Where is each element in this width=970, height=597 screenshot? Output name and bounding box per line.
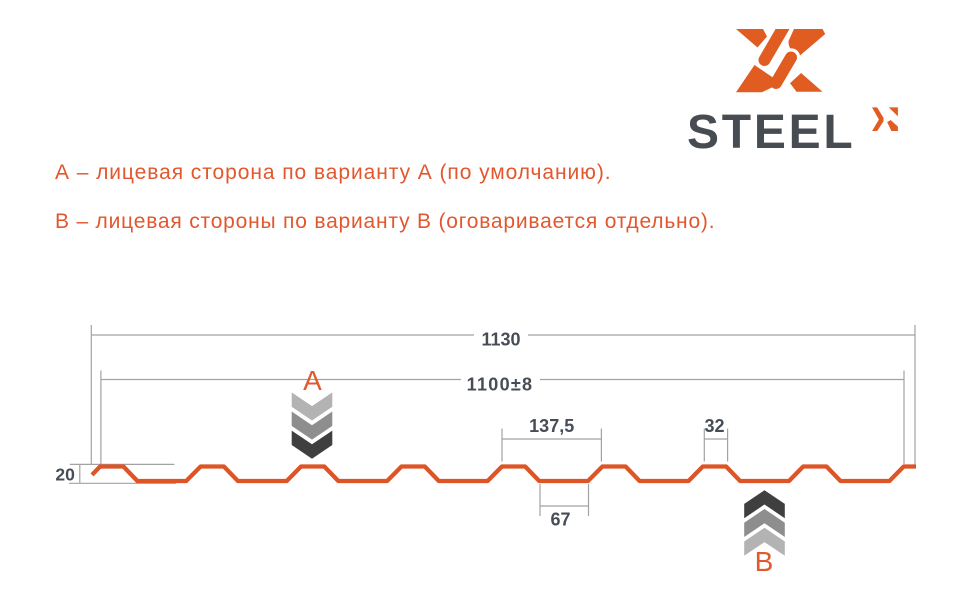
svg-text:1130: 1130 xyxy=(481,330,520,350)
svg-text:B: B xyxy=(755,546,774,577)
svg-text:32: 32 xyxy=(704,416,724,436)
svg-text:20: 20 xyxy=(55,465,75,485)
svg-text:1100±8: 1100±8 xyxy=(467,375,534,395)
svg-text:137,5: 137,5 xyxy=(529,416,574,436)
svg-text:67: 67 xyxy=(550,510,570,530)
svg-text:A: A xyxy=(303,365,322,396)
